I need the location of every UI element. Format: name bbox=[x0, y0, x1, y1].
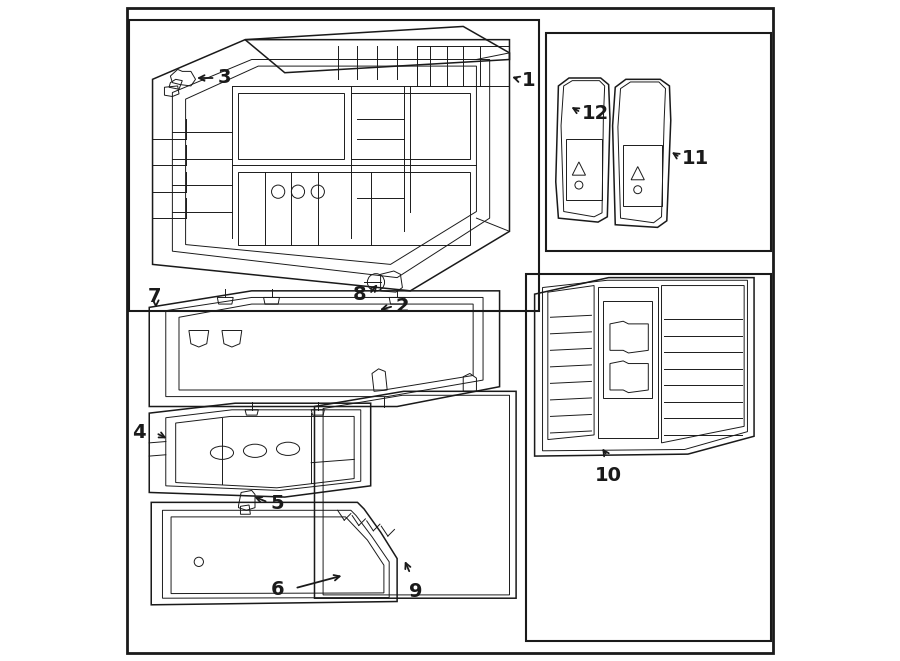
Text: 12: 12 bbox=[582, 104, 609, 123]
Text: 5: 5 bbox=[270, 494, 284, 513]
Bar bbox=[130, 20, 539, 311]
Text: 1: 1 bbox=[521, 71, 535, 90]
Text: 6: 6 bbox=[271, 580, 284, 599]
Text: 8: 8 bbox=[353, 285, 366, 303]
Text: 9: 9 bbox=[409, 582, 422, 601]
Text: 7: 7 bbox=[148, 287, 161, 305]
Text: 2: 2 bbox=[396, 297, 410, 316]
Text: 10: 10 bbox=[595, 466, 622, 485]
Bar bbox=[526, 274, 770, 641]
Text: 4: 4 bbox=[132, 424, 146, 442]
Bar bbox=[545, 33, 770, 251]
Text: 3: 3 bbox=[217, 69, 230, 87]
Text: 11: 11 bbox=[681, 149, 708, 168]
